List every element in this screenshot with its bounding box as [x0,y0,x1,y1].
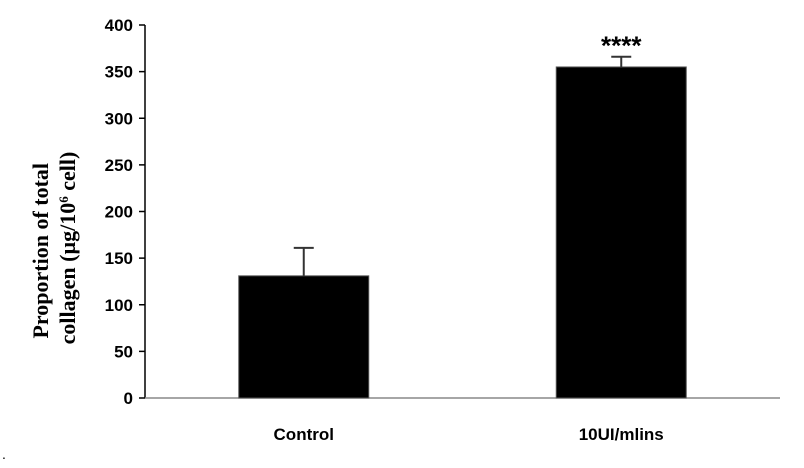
y-tick-label: 300 [105,109,133,128]
bar-control [238,275,370,399]
bars: **** [238,31,687,399]
y-tick-label: 350 [105,63,133,82]
y-tick-label: 100 [105,296,133,315]
y-axis-label: Proportion of total collagen (µg/106 cel… [28,152,80,345]
y-tick-label: 250 [105,156,133,175]
y-tick-label: 0 [124,389,133,408]
x-tick-label: Control [274,425,334,444]
stray-mark: . [2,446,6,462]
x-tick-label: 10UI/mlins [579,425,664,444]
y-tick-label: 50 [114,342,133,361]
y-tick-label: 400 [105,16,133,35]
y-tick-label: 200 [105,203,133,222]
y-tick-label: 150 [105,249,133,268]
y-axis: 0 50 100 150 200 250 300 350 400 [105,16,146,408]
bar-treatment [555,66,687,399]
x-axis: Control 10UI/mlins [145,397,780,444]
significance-annotation: **** [601,31,642,61]
